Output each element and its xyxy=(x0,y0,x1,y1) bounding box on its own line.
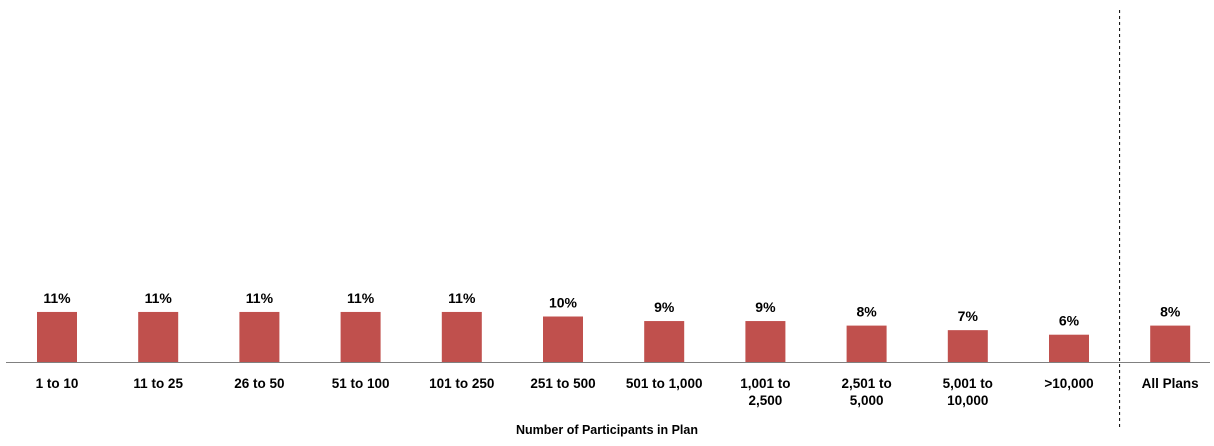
bar-all-plans xyxy=(1150,325,1191,362)
bar-251-to-500 xyxy=(543,316,583,362)
x-tick-label-251-to-500: 251 to 500 xyxy=(530,376,595,391)
x-tick-label-line: 10,000 xyxy=(947,393,988,408)
bar-1-to-10 xyxy=(37,311,77,362)
x-tick-label-501-to-1-000: 501 to 1,000 xyxy=(626,376,703,391)
x-tick-label-line: >10,000 xyxy=(1044,376,1093,391)
bars-group xyxy=(37,311,1191,362)
x-tick-label-1-001-to-2-500: 1,001 to 2,500 xyxy=(740,376,790,408)
x-tick-label-2-501-to-5-000: 2,501 to 5,000 xyxy=(841,376,891,408)
data-label-101-to-250: 11% xyxy=(448,290,476,306)
x-tick-label-line: 251 to 500 xyxy=(530,376,595,391)
x-tick-label-line: 2,501 to xyxy=(841,376,891,391)
bar-5-001-to-10-000 xyxy=(947,330,988,362)
x-tick-label-11-to-25: 11 to 25 xyxy=(133,376,183,391)
bar-2-501-to-5-000 xyxy=(846,325,887,362)
bar-1-001-to-2-500 xyxy=(745,321,786,362)
x-tick-label-line: 51 to 100 xyxy=(332,376,390,391)
x-tick-label-line: 5,001 to xyxy=(943,376,993,391)
data-label-5-001-to-10-000: 7% xyxy=(958,308,979,324)
bar-11-to-25 xyxy=(138,311,179,362)
x-tick-label-line: 501 to 1,000 xyxy=(626,376,703,391)
bar-501-to-1-000 xyxy=(644,321,685,362)
x-tick-label-line: 2,500 xyxy=(749,393,783,408)
x-tick-label-line: 1,001 to xyxy=(740,376,790,391)
x-tick-label-line: 101 to 250 xyxy=(429,376,494,391)
data-label-26-to-50: 11% xyxy=(246,290,274,306)
data-label-1-to-10: 11% xyxy=(43,290,71,306)
data-labels-group: 11% 11% 11% 11% 11% 10% 9% 9% 8% 7% 6% 8% xyxy=(43,290,1180,329)
bar-10-000 xyxy=(1049,334,1089,362)
data-label-501-to-1-000: 9% xyxy=(654,299,675,315)
x-tick-label-101-to-250: 101 to 250 xyxy=(429,376,494,391)
data-label-2-501-to-5-000: 8% xyxy=(856,304,877,320)
x-tick-label-line: 26 to 50 xyxy=(234,376,284,391)
bar-51-to-100 xyxy=(340,311,381,362)
x-tick-labels-group: 1 to 10 11 to 25 26 to 50 51 to 100 101 to 2… xyxy=(36,376,1199,408)
x-axis-title: Number of Participants in Plan xyxy=(516,423,698,437)
x-tick-label-1-to-10: 1 to 10 xyxy=(36,376,79,391)
x-tick-label-10-000: >10,000 xyxy=(1044,376,1093,391)
data-label-10-000: 6% xyxy=(1059,313,1080,329)
bar-26-to-50 xyxy=(239,311,280,362)
data-label-11-to-25: 11% xyxy=(145,290,173,306)
bar-101-to-250 xyxy=(441,311,482,362)
x-tick-label-line: 1 to 10 xyxy=(36,376,79,391)
x-tick-label-line: All Plans xyxy=(1142,376,1199,391)
x-tick-label-all-plans: All Plans xyxy=(1142,376,1199,391)
x-tick-label-51-to-100: 51 to 100 xyxy=(332,376,390,391)
data-label-51-to-100: 11% xyxy=(347,290,375,306)
x-tick-label-line: 5,000 xyxy=(850,393,884,408)
x-tick-label-5-001-to-10-000: 5,001 to 10,000 xyxy=(943,376,993,408)
x-tick-label-26-to-50: 26 to 50 xyxy=(234,376,284,391)
data-label-all-plans: 8% xyxy=(1160,304,1181,320)
x-tick-label-line: 11 to 25 xyxy=(133,376,183,391)
data-label-251-to-500: 10% xyxy=(549,295,578,311)
data-label-1-001-to-2-500: 9% xyxy=(755,299,776,315)
